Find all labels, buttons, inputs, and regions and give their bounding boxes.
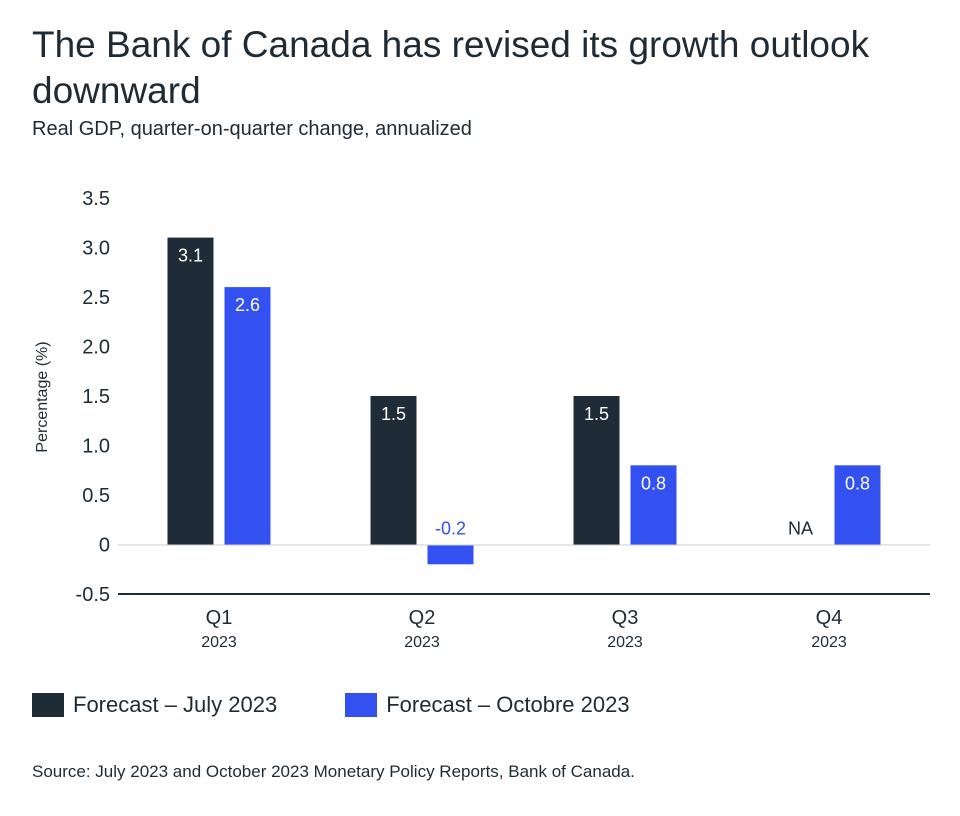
x-tick-sublabel: 2023 <box>201 634 237 651</box>
x-tick-sublabel: 2023 <box>404 634 440 651</box>
chart-subtitle: Real GDP, quarter-on-quarter change, ann… <box>32 118 472 140</box>
bar <box>370 396 417 545</box>
y-tick-label: 1.0 <box>82 436 110 458</box>
y-tick-label: 3.0 <box>82 238 110 260</box>
chart-title: The Bank of Canada has revised its growt… <box>32 24 870 111</box>
y-axis-label: Percentage (%) <box>34 341 51 452</box>
y-tick-label: 2.0 <box>82 337 110 359</box>
legend: Forecast – July 2023 Forecast – Octobre … <box>32 692 698 718</box>
bar <box>630 465 677 545</box>
x-tick-label: Q2 <box>409 607 436 629</box>
x-tick-label: Q3 <box>612 607 639 629</box>
legend-label-july: Forecast – July 2023 <box>73 692 278 717</box>
y-tick-label: 0 <box>99 535 110 557</box>
bar <box>427 544 474 565</box>
y-tick-label: -0.5 <box>76 584 110 606</box>
legend-item-july: Forecast – July 2023 <box>32 692 277 718</box>
bar-data-label: 0.8 <box>845 473 870 493</box>
x-tick-label: Q1 <box>206 607 233 629</box>
bar-data-label: 2.6 <box>235 295 260 315</box>
x-tick-sublabel: 2023 <box>607 634 643 651</box>
bar-data-label: 3.1 <box>178 246 203 266</box>
bar <box>573 396 620 545</box>
bar-chart: -0.5 0 0.5 1.0 1.5 2.0 2.5 3.0 3.5 Percentage (%… <box>34 188 930 651</box>
legend-swatch-october <box>345 693 378 717</box>
x-tick-label: Q4 <box>816 607 843 629</box>
bar <box>167 237 214 545</box>
bar-data-label: 1.5 <box>584 404 609 424</box>
legend-label-october: Forecast – Octobre 2023 <box>386 692 630 717</box>
x-tick-sublabel: 2023 <box>811 634 847 651</box>
y-tick-label: 0.5 <box>82 485 110 507</box>
bar-data-label: 0.8 <box>641 473 666 493</box>
bar-data-label: -0.2 <box>435 519 466 539</box>
legend-item-october: Forecast – Octobre 2023 <box>345 692 630 718</box>
bar-data-label: NA <box>788 519 813 539</box>
y-axis-ticks: -0.5 0 0.5 1.0 1.5 2.0 2.5 3.0 3.5 <box>76 188 110 606</box>
y-tick-label: 2.5 <box>82 287 110 309</box>
bars-group: 3.1 1.5 1.5 NA 2.6 -0.2 0.8 0.8 <box>167 237 881 565</box>
y-tick-label: 3.5 <box>82 188 110 210</box>
bar <box>834 465 881 545</box>
legend-swatch-july <box>32 693 64 717</box>
bar-data-label: 1.5 <box>381 404 406 424</box>
bar <box>224 287 271 545</box>
y-tick-label: 1.5 <box>82 386 110 408</box>
x-axis-ticks: Q1 2023 Q2 2023 Q3 2023 Q4 2023 <box>201 607 847 651</box>
source-note: Source: July 2023 and October 2023 Monet… <box>32 762 635 781</box>
